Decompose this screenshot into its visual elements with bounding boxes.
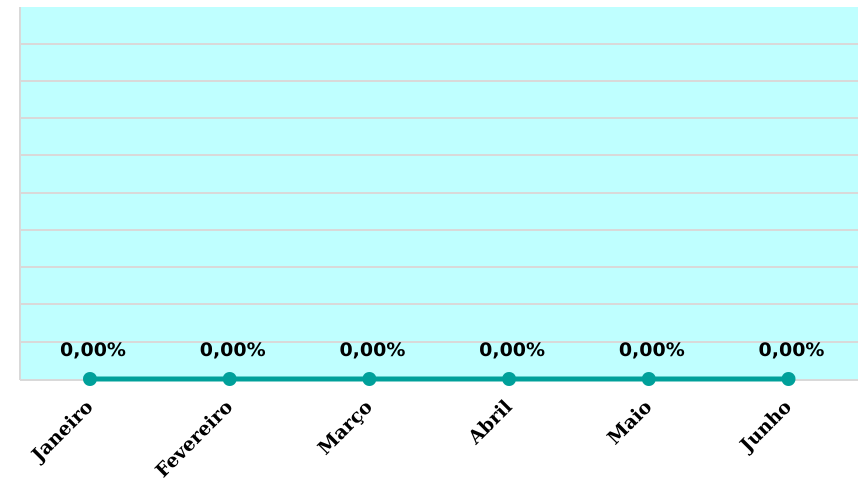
- x-axis-tick-labels: Janeiro Fevereiro Março Abril Maio Junho: [26, 396, 796, 482]
- x-tick-label-junho: Junho: [734, 396, 796, 458]
- data-label-maio: 0,00%: [619, 339, 685, 361]
- data-point-junho: [781, 372, 796, 386]
- data-label-junho: 0,00%: [759, 339, 825, 361]
- x-tick-label-abril: Abril: [463, 396, 516, 449]
- data-point-fevereiro: [222, 372, 237, 386]
- data-label-fevereiro: 0,00%: [200, 339, 266, 361]
- x-tick-label-janeiro: Janeiro: [26, 396, 97, 467]
- data-point-abril: [502, 372, 517, 386]
- gridlines: [20, 43, 858, 343]
- data-labels: 0,00% 0,00% 0,00% 0,00% 0,00% 0,00%: [60, 339, 824, 361]
- data-point-março: [362, 372, 377, 386]
- series-group: [83, 372, 796, 386]
- x-tick-label-março: Março: [314, 396, 377, 459]
- data-point-janeiro: [83, 372, 97, 386]
- data-label-janeiro: 0,00%: [60, 339, 126, 361]
- data-label-março: 0,00%: [339, 339, 405, 361]
- x-tick-label-fevereiro: Fevereiro: [151, 396, 237, 482]
- x-tick-label-maio: Maio: [603, 396, 656, 449]
- data-point-maio: [641, 372, 656, 386]
- data-label-abril: 0,00%: [479, 339, 545, 361]
